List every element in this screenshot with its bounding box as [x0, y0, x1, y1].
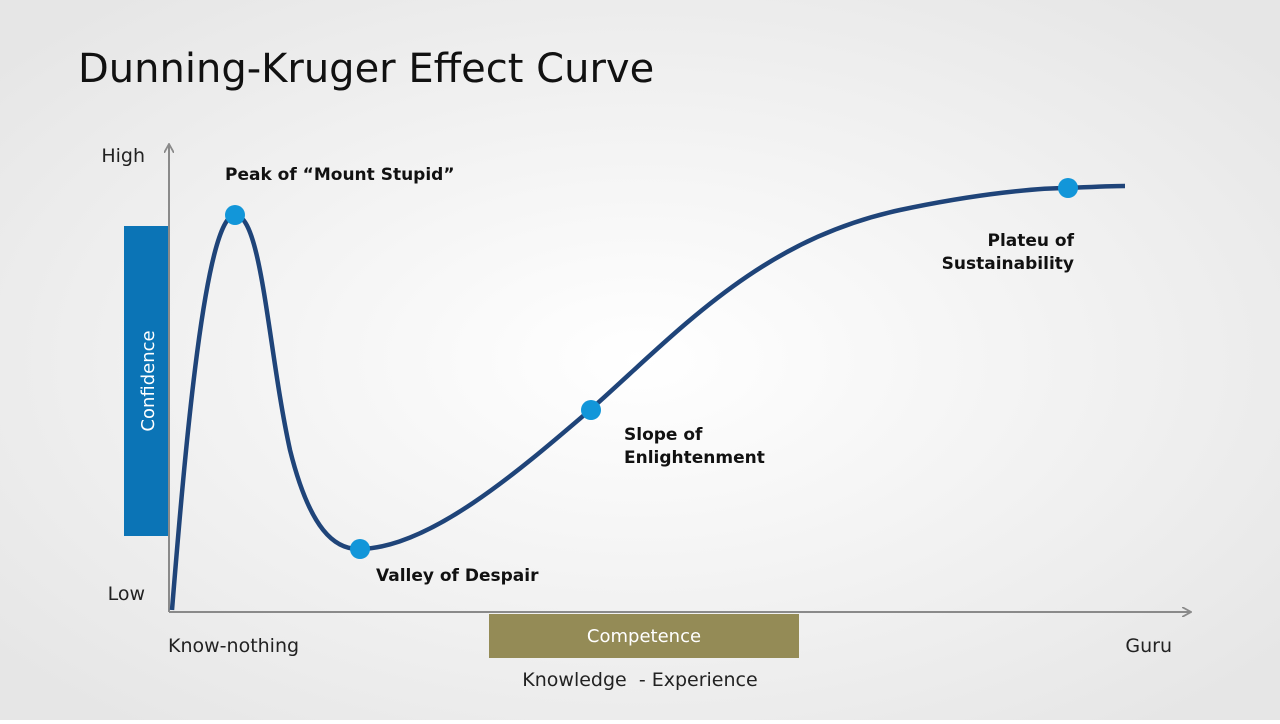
x-caption: Knowledge - Experience — [522, 669, 757, 691]
y-high: High — [101, 145, 145, 167]
x-end: Guru — [1125, 635, 1172, 657]
point-dot — [225, 205, 245, 225]
x-axis-label: Competence — [587, 626, 701, 647]
point-dot — [581, 400, 601, 420]
y-axis-label: Confidence — [138, 330, 159, 431]
point-label: Peak of “Mount Stupid” — [225, 165, 455, 185]
point-label: Sustainability — [942, 254, 1074, 274]
competence-bar — [489, 614, 799, 658]
title: Dunning-Kruger Effect Curve — [78, 46, 654, 92]
point-dot — [1058, 178, 1078, 198]
point-dot — [350, 539, 370, 559]
point-label: Enlightenment — [624, 448, 765, 468]
y-low: Low — [108, 583, 145, 605]
confidence-bar — [124, 226, 168, 536]
point-label: Slope of — [624, 425, 703, 445]
point-label: Valley of Despair — [376, 566, 539, 586]
x-start: Know-nothing — [168, 635, 299, 657]
point-label: Plateu of — [987, 231, 1074, 251]
